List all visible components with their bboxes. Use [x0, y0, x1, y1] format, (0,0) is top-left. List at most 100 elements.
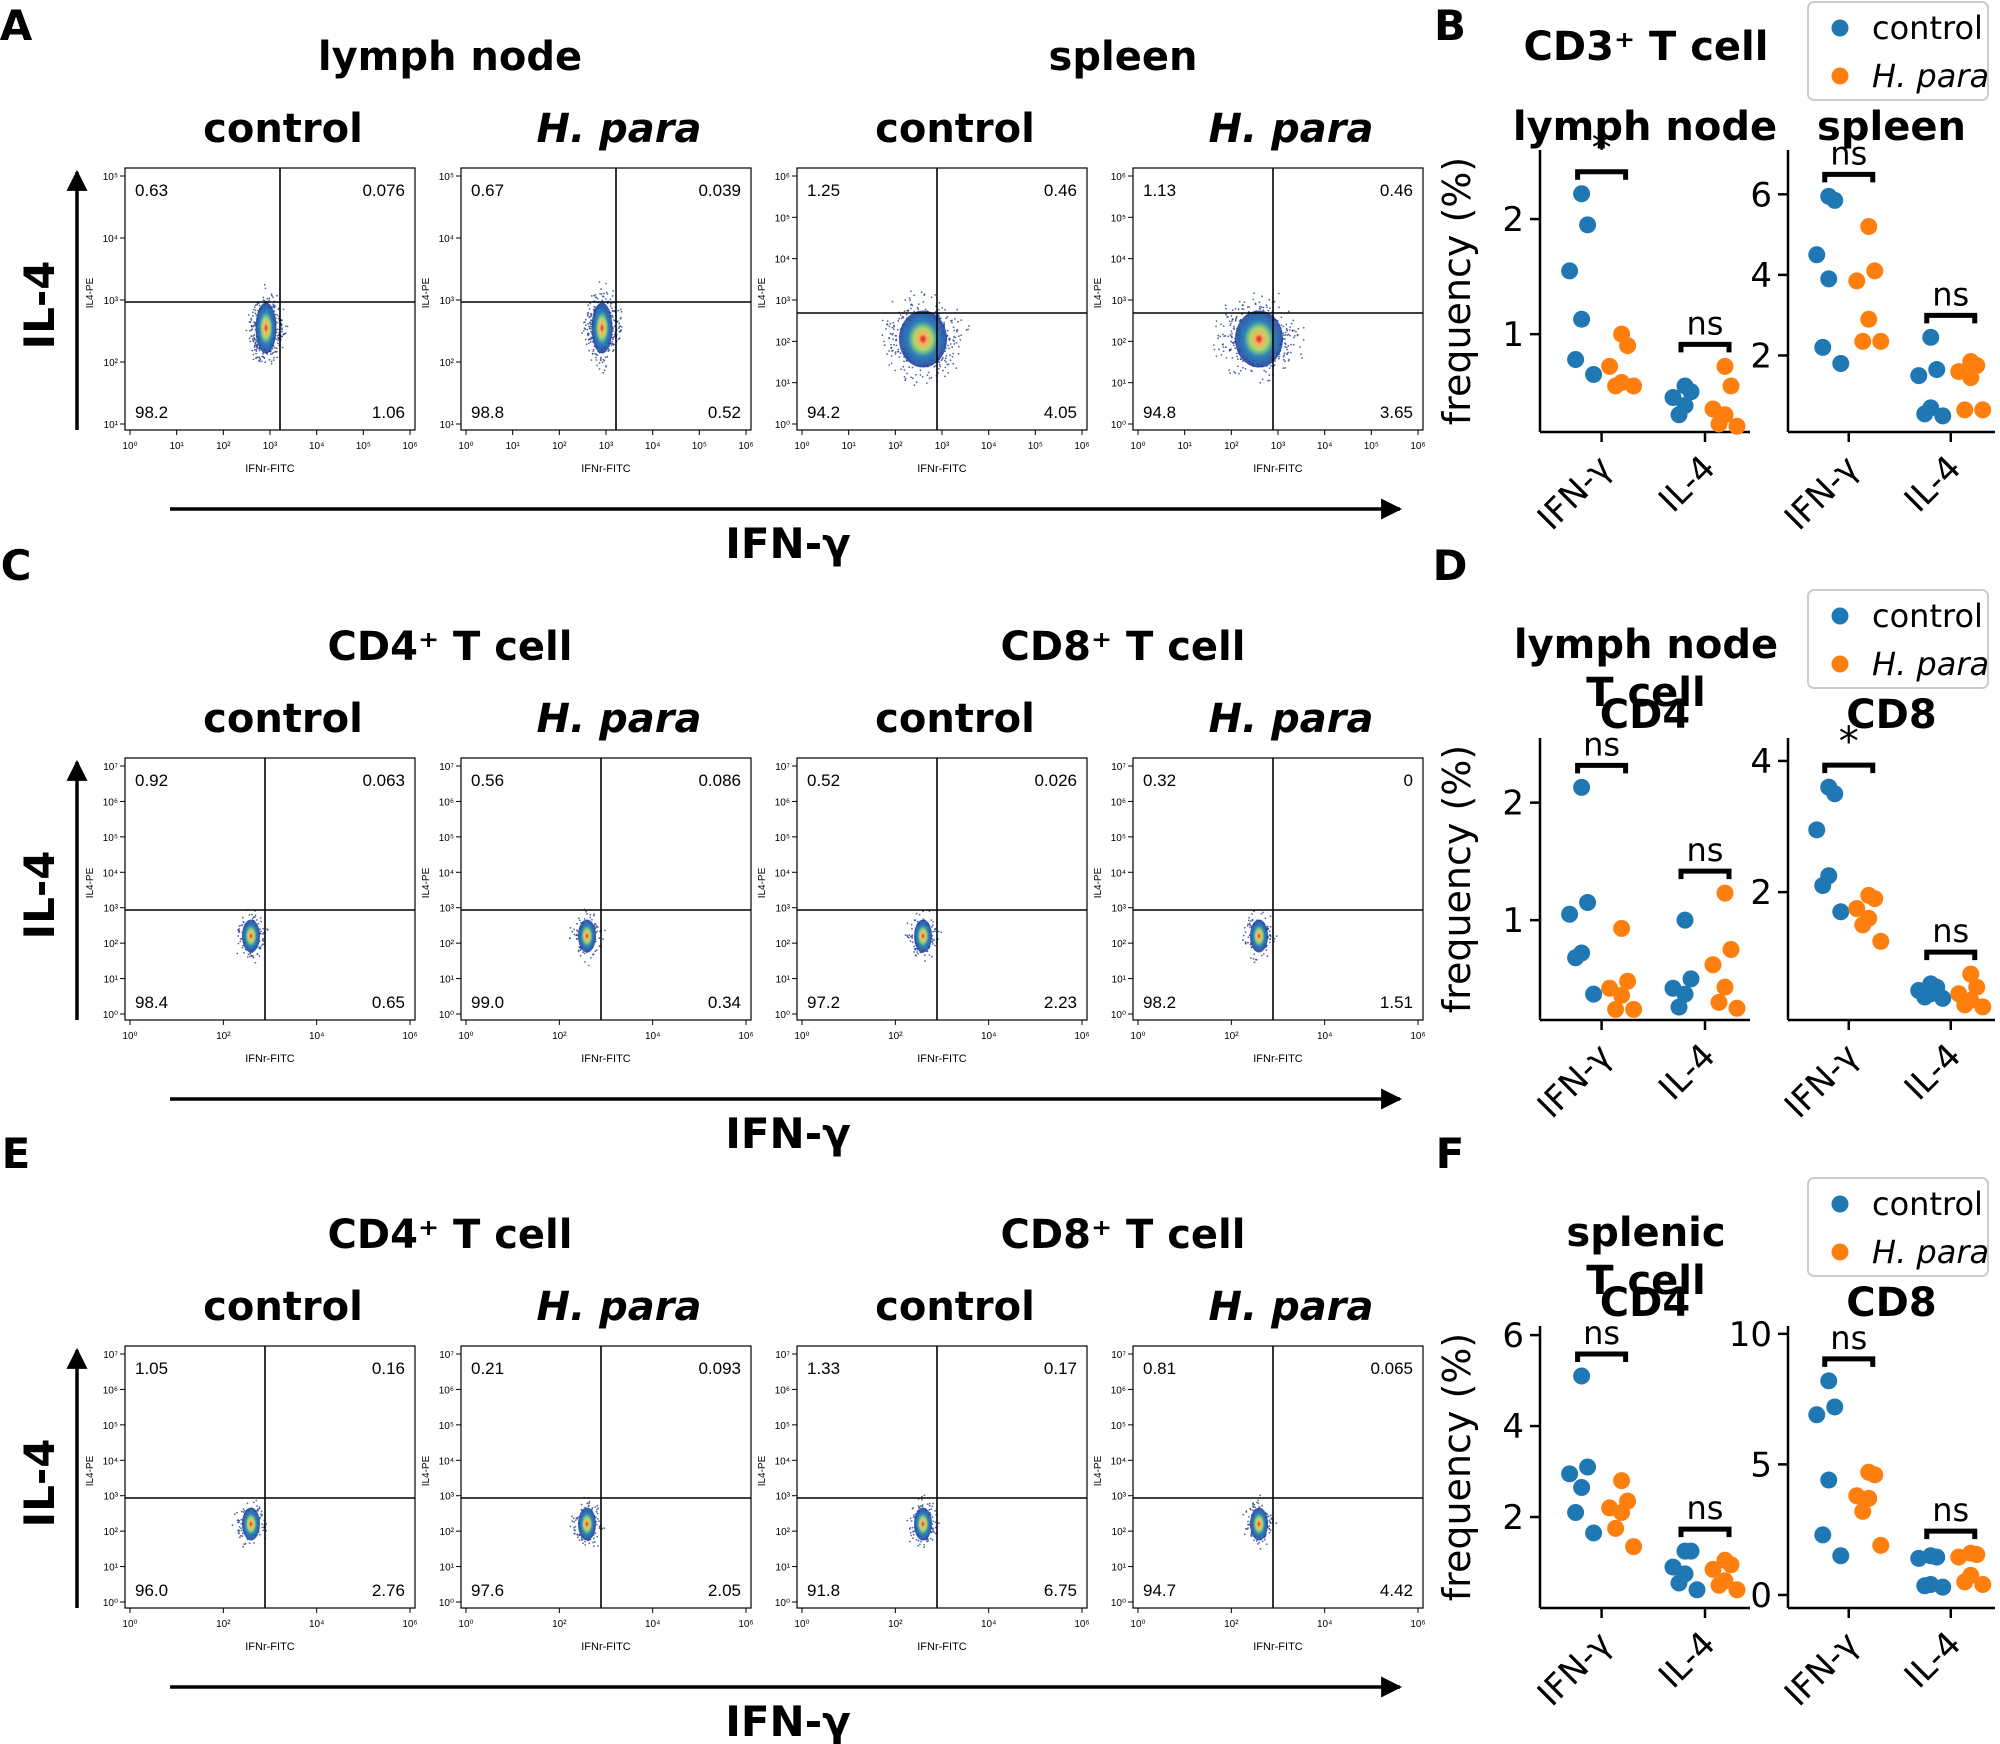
event-dot [931, 941, 933, 943]
y-tick-label: 10² [776, 337, 791, 348]
quadrant-ur: 0.46 [1044, 181, 1077, 200]
event-dot [950, 319, 952, 322]
facs-x-label: IFNr-FITC [581, 463, 631, 475]
legend-label-hpara: H. para [1872, 1233, 1989, 1271]
event-dot [1229, 324, 1232, 327]
event-dot [915, 373, 917, 376]
x-tick-label: 10² [216, 441, 231, 452]
facs-x-label: IFNr-FITC [917, 463, 967, 475]
control-point [1916, 1577, 1934, 1595]
event-dot [910, 1520, 913, 1522]
event-dot [248, 1542, 251, 1545]
event-dot [1262, 911, 1264, 914]
event-dot [580, 1503, 583, 1506]
event-dot [611, 342, 614, 345]
event-dot [596, 298, 599, 300]
event-dot [1238, 300, 1241, 303]
facs-x-label: IFNr-FITC [1253, 1053, 1303, 1065]
facs-plot: 0.56 0.086 99.0 0.34 10⁰ 10² 10⁴ 10⁶ 10⁰ 10¹ 10² 10… [421, 757, 754, 1065]
event-dot [911, 927, 913, 930]
event-dot [272, 359, 275, 361]
y-axis-label: frequency (%) [1435, 745, 1479, 1013]
event-dot [242, 1545, 245, 1548]
event-dot [928, 910, 931, 913]
event-dot [251, 917, 254, 920]
event-dot [956, 329, 959, 331]
control-point [1676, 911, 1694, 929]
hpara-point [1619, 337, 1637, 355]
control-point [1928, 361, 1946, 379]
y-tick-label: 10⁵ [1111, 1421, 1126, 1432]
event-dot [612, 327, 614, 330]
event-dot [254, 321, 256, 324]
event-dot [899, 352, 902, 355]
y-tick-label: 10⁴ [103, 1456, 118, 1467]
event-dot [283, 332, 286, 335]
event-dot [587, 322, 589, 325]
event-dot [890, 347, 892, 349]
hpara-point [1728, 999, 1746, 1017]
event-dot [280, 330, 283, 333]
event-dot [1225, 357, 1228, 359]
y-tick-label: 2 [1750, 336, 1772, 376]
event-dot [897, 348, 900, 351]
event-dot [1255, 1540, 1258, 1542]
x-tick-label: IFN-γ [1530, 1036, 1620, 1126]
event-dot [1296, 334, 1299, 337]
hpara-point [1974, 401, 1992, 419]
event-dot [612, 338, 614, 340]
event-dot [602, 938, 605, 940]
event-dot [612, 350, 614, 353]
event-dot [946, 329, 949, 332]
event-dot [591, 1507, 594, 1509]
legend-box [1807, 1177, 1989, 1277]
x-tick-label: 10³ [935, 441, 950, 452]
quadrant-ll: 97.2 [807, 993, 840, 1012]
quadrant-ll: 94.2 [807, 403, 840, 422]
control-point [1567, 1503, 1585, 1521]
x-tick-label: 10⁰ [794, 1031, 809, 1042]
control-point [1814, 877, 1832, 895]
event-dot [596, 1512, 599, 1515]
event-dot [276, 321, 279, 324]
facs-plot: 0.81 0.065 94.7 4.42 10⁰ 10² 10⁴ 10⁶ 10⁰ 10¹ 10² 10… [1093, 1345, 1426, 1653]
event-dot [1284, 331, 1287, 334]
event-dot [1295, 330, 1297, 333]
event-dot [611, 307, 613, 309]
y-tick-label: 10³ [1112, 296, 1127, 307]
y-tick-label: 10⁰ [103, 1598, 118, 1609]
facs-plot: 0.32 0 98.2 1.51 10⁰ 10² 10⁴ 10⁶ 10⁰ 10¹ 10² 10³ 10⁴… [1093, 757, 1426, 1065]
event-dot [934, 944, 936, 947]
event-dot [968, 325, 970, 327]
control-point [1676, 985, 1694, 1003]
panel-letter-A: A [0, 1, 33, 50]
quadrant-lr: 2.23 [1044, 993, 1077, 1012]
event-dot [956, 331, 958, 333]
hpara-point [1854, 916, 1872, 934]
event-dot [881, 334, 884, 337]
event-dot [275, 347, 278, 350]
event-dot [253, 306, 256, 308]
control-point [1928, 1548, 1946, 1566]
y-tick-label: 10⁰ [439, 1598, 454, 1609]
group-title: CD8⁺ T cell [1001, 624, 1246, 670]
y-tick-label: 10⁶ [775, 172, 790, 183]
panel-subtitle: spleen [1817, 104, 1966, 150]
event-dot [1242, 934, 1245, 937]
y-tick-label: 10¹ [776, 1563, 791, 1574]
event-dot [612, 319, 615, 321]
y-tick-label: 1 [1502, 901, 1524, 941]
event-dot [892, 328, 895, 331]
hpara-point [1974, 1576, 1992, 1593]
event-dot [274, 351, 276, 353]
event-dot [924, 960, 926, 962]
event-dot [573, 928, 575, 931]
event-dot [255, 350, 258, 352]
quadrant-ll: 98.4 [135, 993, 168, 1012]
y-tick-label: 10⁷ [103, 762, 118, 773]
event-dot [597, 1507, 600, 1510]
event-dot [911, 937, 913, 939]
event-dot [1215, 355, 1218, 358]
event-dot [272, 351, 275, 354]
event-dot [1235, 317, 1238, 319]
